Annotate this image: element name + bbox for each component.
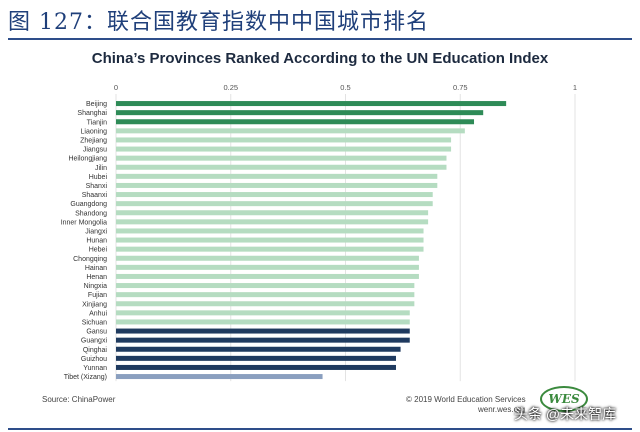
x-tick-label: 0.25: [223, 83, 238, 92]
category-label: Jilin: [95, 165, 107, 172]
category-label: Tibet (Xizang): [64, 374, 107, 381]
x-tick-label: 0.75: [453, 83, 468, 92]
category-label: Yunnan: [83, 365, 107, 372]
category-label: Hainan: [85, 265, 107, 272]
bar-gansu: [116, 328, 410, 334]
bar-hainan: [116, 264, 419, 270]
wes-logo: WES: [540, 386, 588, 412]
chart-title: China’s Provinces Ranked According to th…: [91, 50, 549, 67]
copyright-note: © 2019 World Education Services: [406, 395, 526, 404]
category-label: Guangxi: [81, 338, 108, 345]
category-label: Inner Mongolia: [61, 219, 107, 226]
category-label: Guangdong: [70, 201, 107, 208]
bar-chongqing: [116, 255, 419, 261]
bar-inner-mongolia: [116, 219, 429, 225]
bar-beijing: [116, 101, 507, 107]
category-label: Shaanxi: [82, 192, 108, 199]
bar-jilin: [116, 164, 447, 170]
bar-zhejiang: [116, 137, 452, 143]
category-label: Jiangxi: [85, 228, 107, 235]
bar-shaanxi: [116, 192, 433, 198]
category-label: Gansu: [86, 329, 107, 336]
category-label: Jiangsu: [83, 147, 107, 154]
category-label: Sichuan: [82, 319, 107, 326]
bar-henan: [116, 273, 419, 279]
category-label: Fujian: [88, 292, 107, 299]
category-label: Ningxia: [84, 283, 107, 290]
title-divider: [8, 38, 632, 40]
bar-guangxi: [116, 337, 410, 343]
category-label: Heilongjiang: [68, 156, 107, 163]
bar-jiangxi: [116, 228, 424, 234]
bar-yunnan: [116, 364, 396, 370]
bar-jiangsu: [116, 146, 452, 152]
source-url: wenr.wes.org: [478, 405, 526, 414]
bar-hunan: [116, 237, 424, 243]
bar-guangdong: [116, 201, 433, 207]
x-tick-label: 0: [114, 83, 118, 92]
bar-fujian: [116, 292, 415, 298]
bar-shanghai: [116, 110, 484, 116]
bar-shanxi: [116, 182, 438, 188]
x-tick-label: 0.5: [340, 83, 350, 92]
category-label: Shandong: [75, 210, 107, 217]
bar-shandong: [116, 210, 429, 216]
category-label: Hubei: [89, 174, 108, 181]
bar-heilongjiang: [116, 155, 447, 161]
category-label: Henan: [86, 274, 107, 281]
category-label: Tianjin: [87, 119, 107, 126]
bar-chart: 0 0.25 0.5 0.75 1 Beijing Shanghai Tianjin Liao…: [61, 83, 577, 382]
bottom-divider: [8, 428, 632, 430]
x-tick-label: 1: [573, 83, 577, 92]
category-labels: Beijing Shanghai Tianjin Liaoning Zhejiang Ji…: [61, 101, 108, 381]
bar-tianjin: [116, 119, 475, 125]
watermark: 头条 @未来智库: [514, 406, 617, 422]
category-label: Qinghai: [83, 347, 108, 354]
category-label: Beijing: [86, 101, 107, 108]
bar-qinghai: [116, 346, 401, 352]
bar-sichuan: [116, 319, 410, 325]
bar-xinjiang: [116, 301, 415, 307]
source-note: Source: ChinaPower: [42, 395, 116, 404]
bar-tibet-xizang: [116, 374, 323, 380]
category-label: Anhui: [89, 310, 107, 317]
bar-anhui: [116, 310, 410, 316]
category-label: Liaoning: [81, 128, 108, 135]
bars: [116, 101, 507, 380]
bar-ningxia: [116, 283, 415, 289]
x-axis-ticks: 0 0.25 0.5 0.75 1: [114, 83, 577, 92]
category-label: Hunan: [86, 238, 107, 245]
category-label: Shanxi: [86, 183, 108, 190]
bar-hubei: [116, 173, 438, 179]
category-label: Shanghai: [77, 110, 107, 117]
bar-guizhou: [116, 355, 396, 361]
category-label: Xinjiang: [82, 301, 107, 308]
figure-title: 图 127：联合国教育指数中中国城市排名: [8, 10, 429, 35]
category-label: Hebei: [89, 247, 108, 254]
category-label: Zhejiang: [80, 137, 107, 144]
category-label: Guizhou: [81, 356, 107, 363]
category-label: Chongqing: [73, 256, 107, 263]
bar-liaoning: [116, 128, 465, 134]
bar-hebei: [116, 246, 424, 252]
